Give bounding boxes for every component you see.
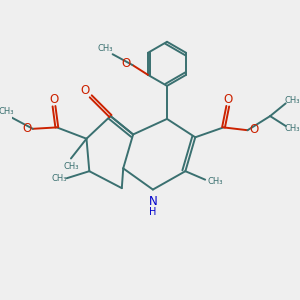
- Text: CH₃: CH₃: [98, 44, 113, 53]
- Text: CH₃: CH₃: [0, 107, 14, 116]
- Text: O: O: [249, 123, 258, 136]
- Text: O: O: [122, 57, 131, 70]
- Text: CH₃: CH₃: [285, 124, 300, 133]
- Text: O: O: [50, 94, 58, 106]
- Text: CH₃: CH₃: [207, 177, 223, 186]
- Text: O: O: [22, 122, 31, 135]
- Text: O: O: [224, 94, 233, 106]
- Text: O: O: [80, 84, 89, 97]
- Text: CH₃: CH₃: [285, 96, 300, 105]
- Text: CH₃: CH₃: [51, 174, 67, 183]
- Text: CH₃: CH₃: [63, 162, 79, 171]
- Text: H: H: [149, 207, 157, 217]
- Text: N: N: [148, 195, 157, 208]
